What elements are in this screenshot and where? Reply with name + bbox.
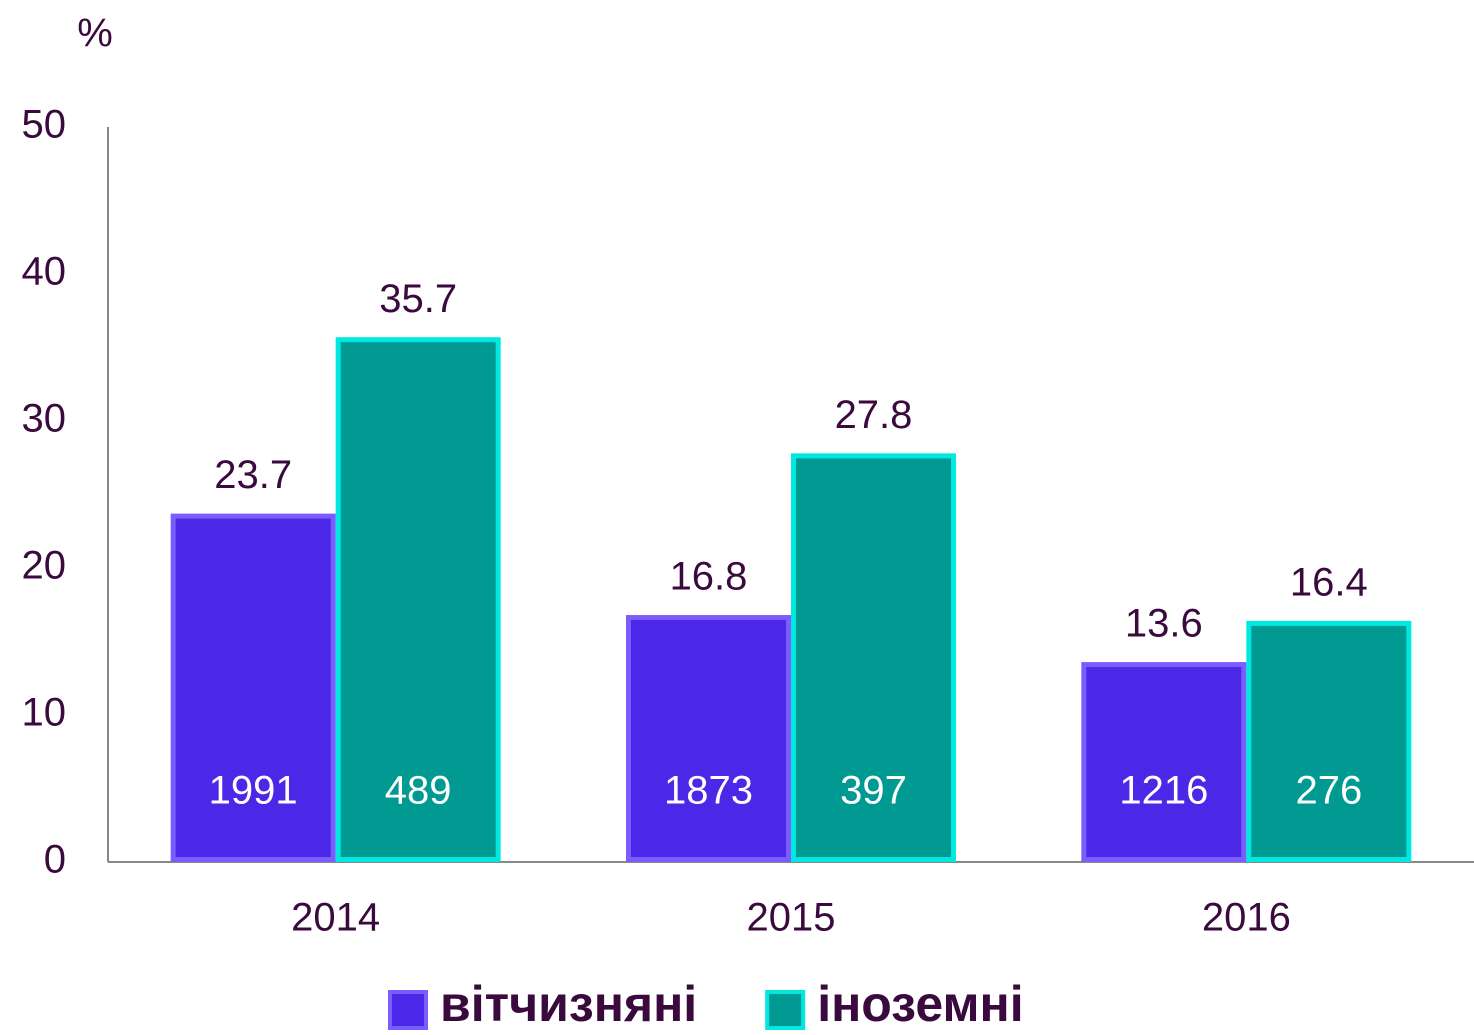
value-label: 23.7 xyxy=(214,453,292,497)
count-label: 1216 xyxy=(1119,769,1208,813)
value-label: 16.8 xyxy=(670,555,748,599)
value-label: 16.4 xyxy=(1290,560,1368,604)
value-label: 35.7 xyxy=(379,277,457,321)
bar xyxy=(791,453,956,862)
bar xyxy=(335,337,501,862)
legend-label: вітчизняні xyxy=(440,976,697,1032)
x-tick-label: 2014 xyxy=(291,896,380,940)
y-axis-label: % xyxy=(77,12,113,56)
y-tick-label: 50 xyxy=(22,103,67,147)
x-tick-label: 2015 xyxy=(747,896,836,940)
legend-label: іноземні xyxy=(817,976,1023,1032)
count-label: 397 xyxy=(840,769,907,813)
x-tick-label: 2016 xyxy=(1202,896,1291,940)
y-tick-label: 40 xyxy=(22,250,67,294)
bar xyxy=(626,615,791,862)
bar xyxy=(1246,620,1412,862)
legend-swatch xyxy=(765,990,806,1030)
y-tick-label: 30 xyxy=(22,397,67,441)
count-label: 1991 xyxy=(209,769,298,813)
value-label: 27.8 xyxy=(835,393,913,437)
count-label: 1873 xyxy=(664,769,753,813)
count-label: 489 xyxy=(385,769,452,813)
value-label: 13.6 xyxy=(1125,602,1203,646)
legend-swatch xyxy=(388,990,428,1030)
y-tick-label: 20 xyxy=(22,544,67,588)
y-tick-label: 0 xyxy=(44,838,66,882)
y-tick-label: 10 xyxy=(22,691,67,735)
bar xyxy=(170,513,336,862)
bar xyxy=(1081,662,1247,863)
count-label: 276 xyxy=(1295,769,1362,813)
